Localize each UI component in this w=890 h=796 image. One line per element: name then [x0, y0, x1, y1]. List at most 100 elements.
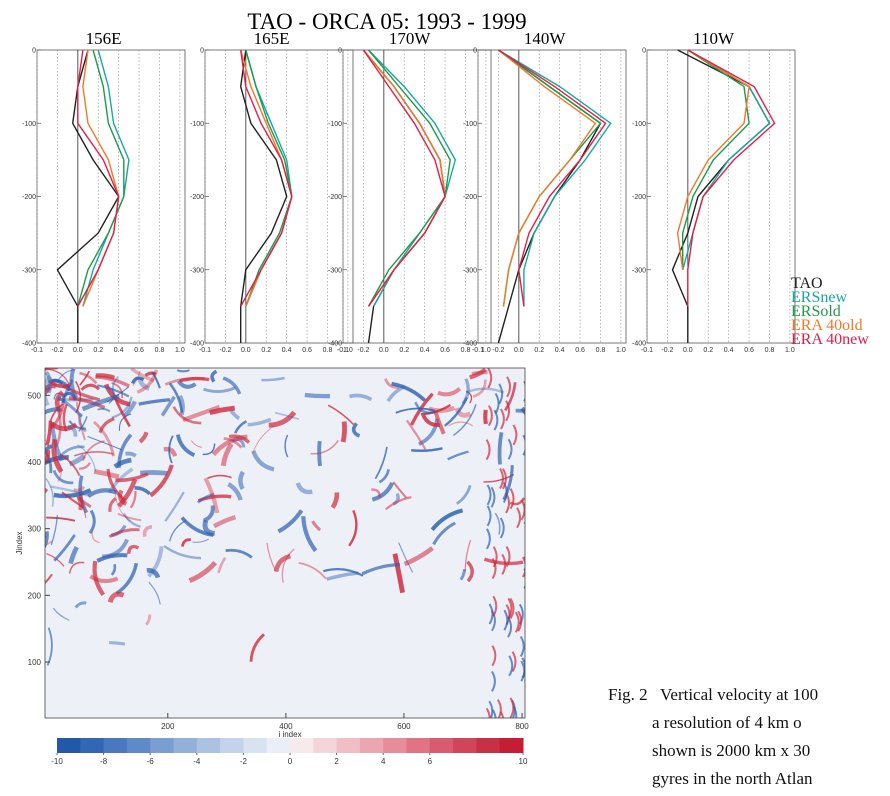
- profile-line: [77, 49, 125, 307]
- eddy-filament: [45, 420, 53, 446]
- x-tick-label: 1.0: [343, 347, 353, 354]
- eddy-filament: [304, 392, 331, 399]
- eddy-filament: [203, 386, 236, 393]
- eddy-filament: [486, 505, 492, 527]
- eddy-filament: [144, 371, 157, 377]
- eddy-filament: [469, 368, 487, 380]
- eddy-filament: [295, 482, 313, 495]
- eddy-filament: [249, 633, 266, 662]
- eddy-filament: [176, 369, 190, 373]
- eddy-filament: [45, 386, 52, 401]
- eddy-filament: [498, 383, 504, 405]
- eddy-filament: [421, 414, 440, 427]
- colorbar-tick-label: 2: [334, 757, 339, 766]
- x-tick-label: 0.6: [440, 347, 450, 354]
- eddy-filament: [207, 474, 232, 479]
- y-tick-label: -400: [22, 341, 36, 348]
- eddy-filament: [45, 540, 53, 550]
- y-tick-label: -100: [463, 121, 477, 128]
- y-tick-label: 0: [32, 48, 36, 55]
- x-tick-label: 0.8: [461, 347, 471, 354]
- eddy-filament: [520, 499, 525, 521]
- eddy-filament: [488, 405, 493, 427]
- eddy-filament: [163, 446, 178, 457]
- eddy-filament: [145, 614, 152, 626]
- colorbar-segment: [313, 738, 338, 753]
- eddy-filament: [108, 497, 117, 513]
- eddy-filament: [91, 531, 100, 544]
- y-tick-label: -300: [632, 267, 646, 274]
- profile-line: [367, 49, 451, 307]
- y-tick-label: 300: [28, 525, 42, 534]
- eddy-filament: [411, 447, 443, 452]
- panel-title: 170W: [389, 29, 432, 48]
- eddy-filament: [75, 402, 86, 441]
- profile-line: [498, 49, 607, 307]
- y-tick-label: 100: [28, 658, 42, 667]
- eddy-filament: [147, 546, 164, 578]
- eddy-filament: [519, 635, 525, 658]
- eddy-filament: [493, 409, 499, 431]
- profile-line: [240, 49, 293, 307]
- legend-entry: ERA 40old: [791, 317, 863, 334]
- eddy-filament: [225, 548, 253, 559]
- legend-entry: ERA 40new: [791, 331, 869, 348]
- eddy-filament: [51, 438, 64, 474]
- eddy-filament: [151, 371, 161, 389]
- eddy-filament: [117, 489, 128, 506]
- eddy-filament: [61, 491, 84, 509]
- eddy-filament: [511, 651, 517, 673]
- eddy-filament: [202, 505, 215, 523]
- eddy-filament: [45, 412, 47, 419]
- eddy-filament: [509, 497, 525, 506]
- eddy-filament: [459, 569, 466, 581]
- eddy-filament: [430, 508, 464, 532]
- eddy-filament: [281, 548, 295, 583]
- eddy-filament: [122, 400, 137, 418]
- profile-line: [671, 49, 771, 343]
- y-tick-label: -100: [22, 121, 36, 128]
- x-tick-label: 0.8: [323, 347, 333, 354]
- eddy-filament: [80, 493, 87, 519]
- x-tick-label: 0.0: [514, 347, 524, 354]
- eddy-filament: [138, 398, 171, 406]
- eddy-filament: [405, 419, 427, 450]
- eddy-filament: [109, 640, 126, 646]
- y-tick-label: -100: [632, 121, 646, 128]
- eddy-filament: [395, 407, 436, 414]
- eddy-filament: [502, 468, 507, 490]
- eddy-filament: [217, 556, 227, 574]
- eddy-filament: [114, 493, 131, 522]
- eddy-filament: [126, 544, 140, 554]
- eddy-filament: [97, 384, 130, 398]
- y-tick-label: -300: [22, 267, 36, 274]
- eddy-filament: [234, 420, 248, 434]
- eddy-filament: [45, 370, 53, 394]
- eddy-filament: [122, 513, 141, 528]
- eddy-filament: [212, 514, 237, 529]
- panel-frame: [36, 49, 186, 344]
- eddy-filament: [113, 457, 132, 469]
- colorbar-segment: [103, 738, 128, 753]
- y-tick-label: -300: [328, 267, 342, 274]
- y-tick-label: 0: [200, 48, 204, 55]
- colorbar-tick-label: -6: [147, 757, 155, 766]
- colorbar-segment: [57, 738, 81, 753]
- eddy-filament: [76, 444, 97, 473]
- eddy-filament: [78, 416, 88, 432]
- eddy-filament: [129, 490, 137, 509]
- x-tick-label: 1.0: [616, 347, 626, 354]
- eddy-filament: [93, 420, 115, 457]
- colorbar-segment: [476, 738, 501, 753]
- eddy-filament: [330, 492, 340, 509]
- caption-line: Vertical velocity at 100: [660, 685, 818, 704]
- plot-frame: [44, 367, 526, 719]
- eddy-filament: [483, 409, 488, 425]
- eddy-filament: [507, 616, 513, 638]
- x-tick-label: 1.0: [175, 347, 185, 354]
- colorbar-segment: [406, 738, 431, 753]
- eddy-filament: [499, 467, 504, 489]
- eddy-filament: [491, 709, 497, 718]
- y-tick-label: -200: [632, 194, 646, 201]
- y-tick-label: -400: [463, 341, 477, 348]
